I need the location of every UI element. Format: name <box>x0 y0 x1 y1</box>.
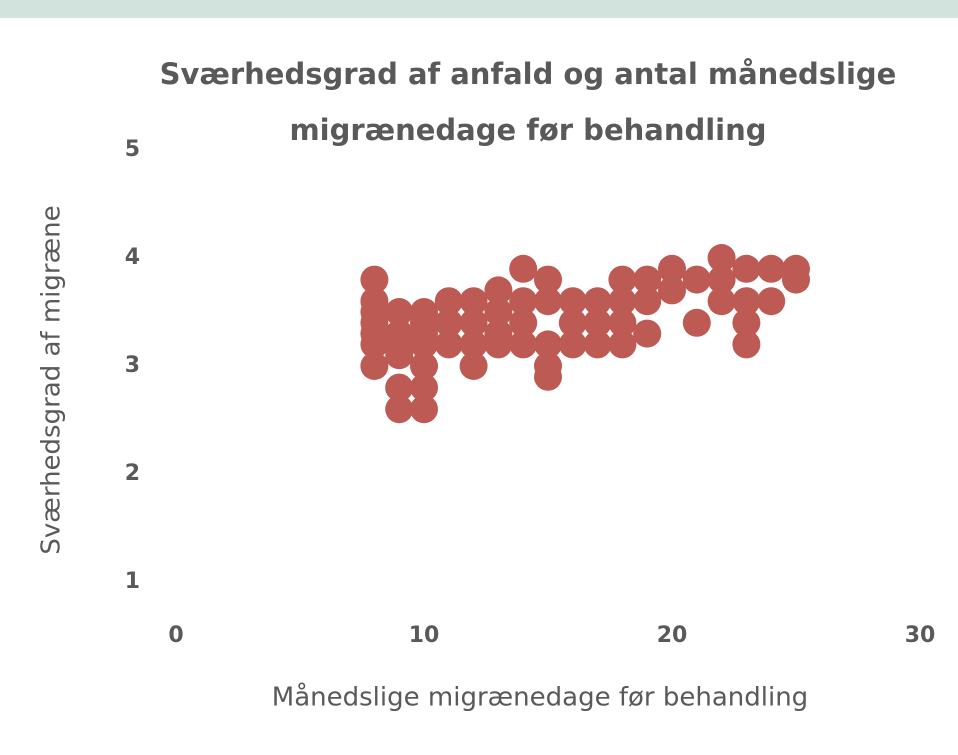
chart-title: Sværhedsgrad af anfald og antal månedsli… <box>159 57 897 147</box>
point <box>658 276 686 305</box>
point <box>534 362 562 391</box>
point <box>410 373 438 402</box>
y-axis-label: Sværhedsgrad af migræne <box>37 205 67 554</box>
point <box>732 308 761 337</box>
point <box>509 254 538 283</box>
y-tick-label: 5 <box>125 137 140 162</box>
point <box>707 287 736 316</box>
point <box>732 254 761 283</box>
point <box>558 330 587 359</box>
point <box>583 330 612 359</box>
point <box>757 254 786 283</box>
x-tick-label: 0 <box>168 623 183 648</box>
point <box>459 308 488 337</box>
y-tick-label: 2 <box>125 461 140 486</box>
point <box>558 308 587 337</box>
point <box>534 330 562 359</box>
point <box>757 287 786 316</box>
point <box>658 254 686 283</box>
point <box>534 265 562 294</box>
point <box>360 352 389 380</box>
point <box>558 287 587 316</box>
point <box>633 319 662 348</box>
point <box>484 330 513 359</box>
point <box>732 287 761 316</box>
point <box>410 395 438 424</box>
point <box>484 298 513 326</box>
y-tick-label: 1 <box>125 569 140 594</box>
point <box>459 330 488 359</box>
x-tick-label: 30 <box>905 623 936 648</box>
point <box>410 330 438 359</box>
point <box>707 244 736 272</box>
point <box>682 265 711 294</box>
point <box>434 287 463 316</box>
point <box>583 287 612 316</box>
point <box>782 265 810 294</box>
point <box>608 265 637 294</box>
x-axis-label: Månedslige migrænedage før behandling <box>272 682 808 713</box>
y-tick-label: 3 <box>125 353 140 378</box>
point <box>484 276 513 305</box>
point <box>534 287 562 316</box>
point <box>707 265 736 294</box>
point <box>682 308 711 337</box>
point <box>385 395 414 424</box>
point <box>459 352 488 380</box>
point <box>410 352 438 380</box>
y-tick-label: 4 <box>125 245 140 270</box>
point <box>360 330 389 359</box>
x-tick-label: 20 <box>657 623 688 648</box>
point <box>509 287 538 316</box>
x-tick-label: 10 <box>409 623 440 648</box>
point <box>608 308 637 337</box>
point <box>633 287 662 316</box>
point <box>608 330 637 359</box>
point <box>434 330 463 359</box>
top-band <box>0 0 958 18</box>
point <box>732 330 761 359</box>
point <box>385 298 414 326</box>
point <box>509 308 538 337</box>
point <box>385 373 414 402</box>
point <box>608 287 637 316</box>
point <box>633 265 662 294</box>
point <box>509 330 538 359</box>
point <box>434 308 463 337</box>
point <box>583 308 612 337</box>
point <box>360 265 389 294</box>
point <box>459 287 488 316</box>
point <box>385 341 414 370</box>
